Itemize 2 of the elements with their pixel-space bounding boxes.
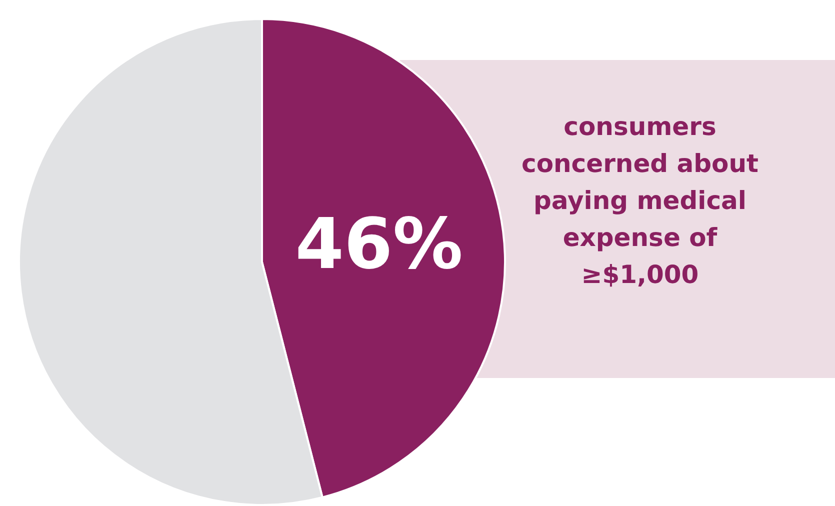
data-label: 46% [295,203,463,286]
text: consumers concerned about paying medical expense of ≥$1,000 [520,111,760,291]
